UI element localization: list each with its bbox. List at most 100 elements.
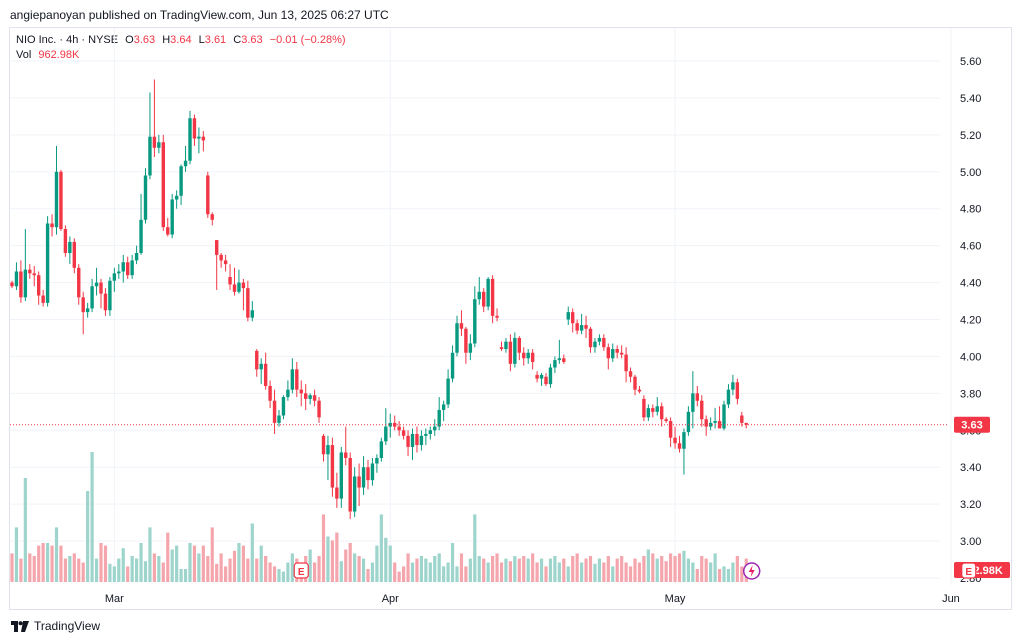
candle-body[interactable]: [539, 374, 544, 379]
candle-body[interactable]: [388, 422, 392, 427]
candle-body[interactable]: [651, 408, 655, 412]
legend-symbol[interactable]: NIO Inc. · 4h · NYSE: [16, 34, 119, 46]
candle-body[interactable]: [28, 269, 32, 274]
candle-body[interactable]: [633, 376, 637, 390]
candle-body[interactable]: [23, 269, 28, 298]
candle-body[interactable]: [575, 323, 579, 331]
candle-body[interactable]: [361, 467, 366, 488]
footer-brand[interactable]: TradingView: [11, 619, 100, 633]
candle-body[interactable]: [642, 398, 646, 418]
legend-vol-label[interactable]: Vol: [16, 49, 32, 61]
candle-body[interactable]: [464, 328, 468, 353]
candle-body[interactable]: [446, 378, 450, 405]
candle-body[interactable]: [179, 166, 183, 196]
candle-body[interactable]: [277, 415, 281, 423]
candle-body[interactable]: [508, 341, 513, 364]
candle-body[interactable]: [344, 452, 348, 458]
candle-body[interactable]: [59, 171, 63, 230]
candle-body[interactable]: [717, 421, 722, 429]
candle-body[interactable]: [571, 312, 575, 324]
candle-body[interactable]: [375, 457, 379, 464]
candle-body[interactable]: [232, 284, 237, 292]
candle-body[interactable]: [45, 223, 50, 303]
candle-body[interactable]: [553, 360, 557, 368]
candle-body[interactable]: [544, 376, 548, 385]
candle-body[interactable]: [735, 382, 740, 399]
candle-body[interactable]: [615, 349, 619, 353]
candle-body[interactable]: [562, 358, 566, 362]
candle-body[interactable]: [201, 136, 206, 141]
candle-body[interactable]: [308, 395, 312, 399]
candle-body[interactable]: [99, 282, 103, 294]
candle-body[interactable]: [415, 433, 419, 446]
candle-body[interactable]: [704, 419, 708, 427]
candle-body[interactable]: [295, 369, 299, 390]
candle-body[interactable]: [499, 347, 504, 350]
candle-body[interactable]: [548, 367, 553, 385]
candle-body[interactable]: [731, 382, 735, 390]
candle-body[interactable]: [584, 325, 588, 329]
candle-body[interactable]: [668, 421, 673, 438]
candle-body[interactable]: [530, 352, 535, 362]
candle-body[interactable]: [152, 136, 157, 148]
candle-body[interactable]: [10, 282, 14, 287]
candle-body[interactable]: [379, 441, 384, 458]
candle-body[interactable]: [290, 369, 295, 390]
candle-body[interactable]: [228, 277, 232, 285]
candle-body[interactable]: [68, 241, 72, 254]
candle-body[interactable]: [304, 393, 308, 399]
candle-body[interactable]: [103, 293, 108, 311]
candle-body[interactable]: [522, 352, 526, 359]
candle-body[interactable]: [72, 241, 76, 268]
candle-body[interactable]: [495, 315, 499, 318]
candle-body[interactable]: [428, 430, 432, 434]
candle-body[interactable]: [708, 422, 713, 427]
candle-body[interactable]: [726, 389, 731, 405]
candle-body[interactable]: [441, 404, 446, 410]
candle-body[interactable]: [455, 323, 459, 353]
candle-body[interactable]: [401, 430, 406, 436]
candle-body[interactable]: [281, 397, 286, 416]
candle-body[interactable]: [588, 328, 593, 348]
candle-body[interactable]: [241, 282, 246, 289]
candle-body[interactable]: [166, 227, 170, 235]
candle-body[interactable]: [655, 406, 659, 412]
candle-body[interactable]: [85, 308, 90, 313]
candle-body[interactable]: [606, 347, 610, 359]
candle-body[interactable]: [81, 297, 85, 313]
candle-body[interactable]: [219, 254, 223, 261]
candle-body[interactable]: [63, 229, 68, 254]
candle-body[interactable]: [223, 260, 228, 265]
candle-body[interactable]: [619, 352, 624, 355]
candle-body[interactable]: [744, 422, 748, 425]
candle-body[interactable]: [206, 175, 210, 215]
candle-body[interactable]: [286, 389, 290, 398]
earnings-marker[interactable]: [293, 562, 309, 579]
candle-body[interactable]: [406, 435, 410, 447]
candle-body[interactable]: [210, 214, 214, 220]
candle-body[interactable]: [486, 278, 490, 307]
candle-body[interactable]: [215, 240, 219, 255]
candle-body[interactable]: [535, 374, 539, 379]
candle-body[interactable]: [321, 435, 326, 455]
candle-body[interactable]: [664, 419, 668, 422]
candle-body[interactable]: [339, 452, 343, 499]
candle-body[interactable]: [237, 282, 241, 292]
candle-body[interactable]: [32, 273, 36, 276]
candle-body[interactable]: [299, 389, 303, 394]
candle-body[interactable]: [170, 199, 174, 235]
candle-body[interactable]: [117, 271, 121, 274]
candle-body[interactable]: [317, 400, 321, 418]
candle-body[interactable]: [450, 352, 455, 379]
candle-body[interactable]: [366, 467, 370, 481]
candle-body[interactable]: [348, 457, 352, 512]
candle-body[interactable]: [94, 282, 99, 287]
candle-body[interactable]: [126, 262, 130, 276]
candle-body[interactable]: [255, 350, 259, 370]
candle-body[interactable]: [157, 142, 161, 148]
candle-body[interactable]: [192, 118, 197, 139]
candle-body[interactable]: [482, 291, 486, 307]
candle-body[interactable]: [188, 118, 192, 161]
candle-body[interactable]: [197, 136, 201, 139]
